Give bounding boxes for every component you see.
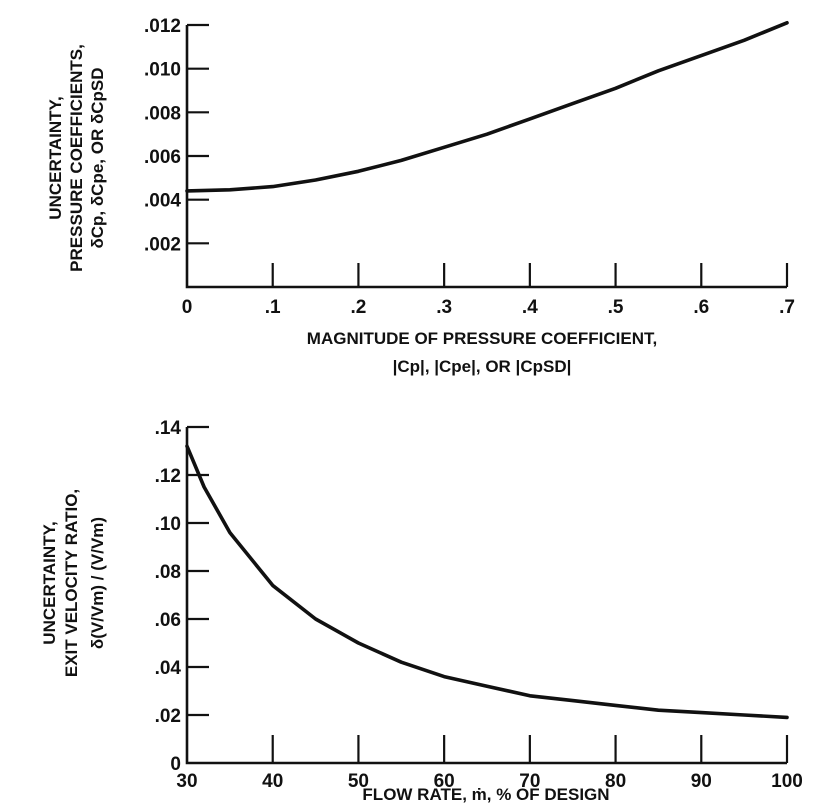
bottom-ylabel-line1: UNCERTAINTY, xyxy=(40,521,59,644)
x-tick-label: 30 xyxy=(176,771,197,792)
x-tick-label: 100 xyxy=(771,771,803,792)
chart-pressure-coefficient: 0.1.2.3.4.5.6.7.002.004.006.008.010.012 … xyxy=(46,16,795,376)
y-tick-label: .08 xyxy=(155,562,181,583)
x-tick-label: .3 xyxy=(436,297,452,318)
x-tick-label: 40 xyxy=(262,771,283,792)
y-tick-label: .12 xyxy=(155,466,181,487)
x-tick-label: 80 xyxy=(605,771,626,792)
top-ylabel-line2: PRESSURE COEFFICIENTS, xyxy=(67,44,86,272)
bottom-y-axis-label: UNCERTAINTY, EXIT VELOCITY RATIO, δ(V/Vm… xyxy=(40,489,107,677)
top-ylabel-line1: UNCERTAINTY, xyxy=(46,96,65,219)
y-tick-label: .008 xyxy=(144,103,181,124)
y-tick-label: .006 xyxy=(144,147,181,168)
x-tick-label: 90 xyxy=(691,771,712,792)
y-tick-label: .14 xyxy=(155,418,182,439)
chart-exit-velocity: 30 40 50 60 70 80 90 1000.02.04.06.08.10.12.14 … xyxy=(40,418,803,804)
bottom-ticks: 30 40 50 60 70 80 90 100 0 .02 .04 .06 .08 .10 .12 .14 xyxy=(155,418,803,792)
x-tick-label: .7 xyxy=(779,297,795,318)
y-tick-label: .004 xyxy=(144,191,181,212)
top-ylabel-line3: δCp, δCpe, OR δCpSD xyxy=(88,67,107,248)
top-xlabel-line1: MAGNITUDE OF PRESSURE COEFFICIENT, xyxy=(307,329,657,348)
x-tick-label: .1 xyxy=(265,297,281,318)
y-tick-label: 0 xyxy=(170,754,181,775)
y-tick-label: .002 xyxy=(144,234,181,255)
top-xlabel-line2: |Cp|, |Cpe|, OR |CpSD| xyxy=(393,357,572,376)
y-tick-label: .010 xyxy=(144,60,181,81)
bottom-xlabel: FLOW RATE, ṁ, % OF DESIGN xyxy=(362,785,609,804)
x-tick-label: 70 xyxy=(519,771,540,792)
top-axes xyxy=(185,25,787,289)
bottom-ylabel-line2: EXIT VELOCITY RATIO, xyxy=(62,489,81,677)
x-tick-label: 50 xyxy=(348,771,369,792)
bottom-series-line xyxy=(185,444,789,720)
x-tick-label: .6 xyxy=(693,297,709,318)
x-tick-label: .5 xyxy=(608,297,624,318)
top-y-axis-label: UNCERTAINTY, PRESSURE COEFFICIENTS, δCp,… xyxy=(46,44,107,272)
bottom-ylabel-line3: δ(V/Vm) / (V/Vm) xyxy=(88,517,107,649)
y-tick-label: .02 xyxy=(155,706,181,727)
y-tick-label: .012 xyxy=(144,16,181,37)
x-tick-label: 60 xyxy=(434,771,455,792)
top-series-line xyxy=(185,21,789,193)
x-tick-label: 0 xyxy=(182,297,193,318)
y-tick-label: .04 xyxy=(155,658,182,679)
x-tick-label: .2 xyxy=(350,297,366,318)
y-tick-label: .10 xyxy=(155,514,181,535)
x-tick-label: .4 xyxy=(522,297,538,318)
y-tick-label: .06 xyxy=(155,610,181,631)
bottom-axes xyxy=(185,427,787,765)
top-ticks: 0 .1 .2 .3 .4 .5 .6 .7 .002 .004 .006 .008 .010 .012 xyxy=(144,16,795,318)
